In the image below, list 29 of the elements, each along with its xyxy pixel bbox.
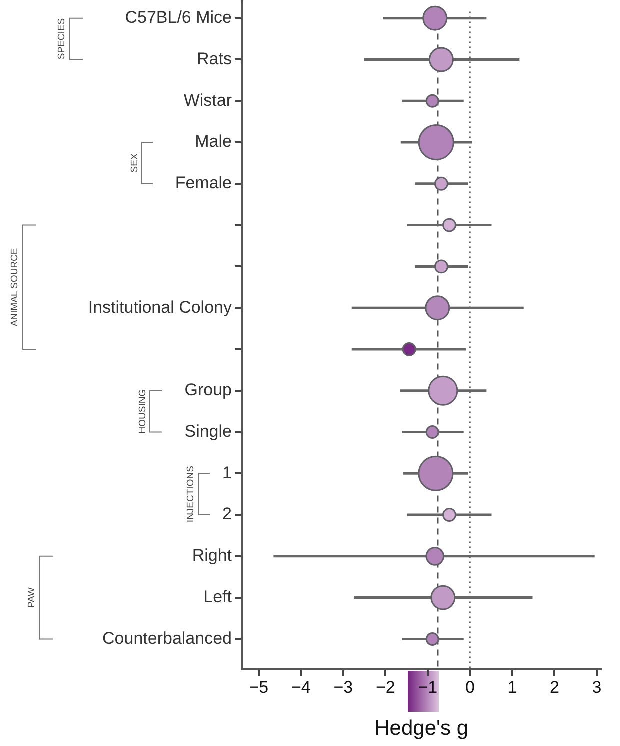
x-tick-label: 1 — [508, 678, 518, 697]
text: PAW — [26, 587, 38, 608]
x-axis-title: Hedge's g — [374, 717, 469, 740]
y-tick-label: Male — [195, 132, 232, 152]
y-tick-label: Left — [204, 587, 232, 606]
text: INJECTIONS — [186, 466, 197, 523]
text: ANIMAL SOURCE — [10, 248, 21, 327]
x-tick-label: −1 — [418, 678, 438, 697]
x-tick-label: −2 — [376, 678, 396, 697]
x-tick-label: −5 — [249, 678, 269, 697]
y-tick-label: C57BL/6 Mice — [125, 8, 232, 28]
y-tick-label: Female — [175, 174, 232, 193]
text: SPECIES — [56, 18, 68, 60]
text: HOUSING — [138, 389, 149, 434]
y-tick-label: Wistar — [184, 90, 232, 110]
x-tick-label: 0 — [465, 678, 475, 697]
x-tick-label: −3 — [334, 678, 354, 697]
y-tick-label: Institutional Colony — [88, 298, 232, 317]
text: SEX — [130, 153, 141, 173]
x-tick-label: 2 — [550, 678, 560, 697]
x-tick-label: −4 — [291, 678, 311, 697]
y-tick-label: 2 — [222, 504, 232, 524]
y-tick-label: Rats — [197, 49, 232, 68]
y-tick-label: Right — [192, 546, 232, 566]
y-tick-label: Group — [184, 380, 232, 400]
y-tick-label: Counterbalanced — [102, 628, 232, 648]
y-tick-label: 1 — [222, 463, 232, 482]
y-tick-label: Single — [184, 422, 232, 441]
x-tick-label: 3 — [592, 678, 602, 697]
